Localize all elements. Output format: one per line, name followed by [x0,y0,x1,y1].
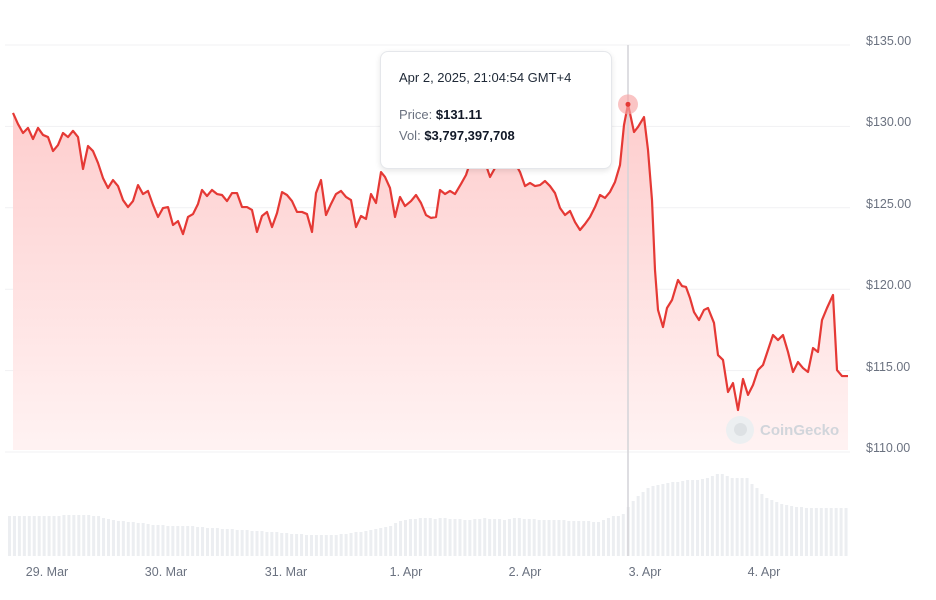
x-tick-label: 31. Mar [264,565,308,579]
x-tick-label: 1. Apr [389,565,423,579]
hover-point[interactable] [625,101,631,107]
y-tick-label: $125.00 [866,196,912,211]
x-tick-label: 29. Mar [25,565,69,579]
volume-bars [8,474,848,556]
tooltip-date: Apr 2, 2025, 21:04:54 GMT+4 [399,70,572,85]
x-tick-label: 4. Apr [747,565,781,579]
coingecko-logo-icon [726,416,754,444]
tooltip-price-row: Price: $131.11 [399,107,611,122]
tooltip-volume-label: Vol: [399,128,421,143]
watermark-text: CoinGecko [760,421,840,439]
y-tick-label: $115.00 [866,359,911,374]
y-tick-label: $110.00 [866,441,911,455]
x-tick-label: 3. Apr [628,565,662,579]
price-line [11,103,848,412]
y-tick-label: $130.00 [866,115,912,130]
y-tick-label: $135.00 [866,34,912,48]
x-tick-label: 30. Mar [144,565,188,579]
tooltip-volume-value: $3,797,397,708 [424,128,515,143]
tooltip-volume-row: Vol: $3,797,397,708 [399,128,611,143]
price-area-fill [13,104,848,451]
chart-tooltip: Apr 2, 2025, 21:04:54 GMT+4 Price: $131.… [380,51,612,169]
x-tick-label: 2. Apr [508,565,542,579]
tooltip-price-label: Price: [399,107,433,122]
coingecko-watermark: CoinGecko [726,416,839,444]
y-tick-label: $120.00 [866,278,912,293]
tooltip-price-value: $131.11 [435,107,483,122]
